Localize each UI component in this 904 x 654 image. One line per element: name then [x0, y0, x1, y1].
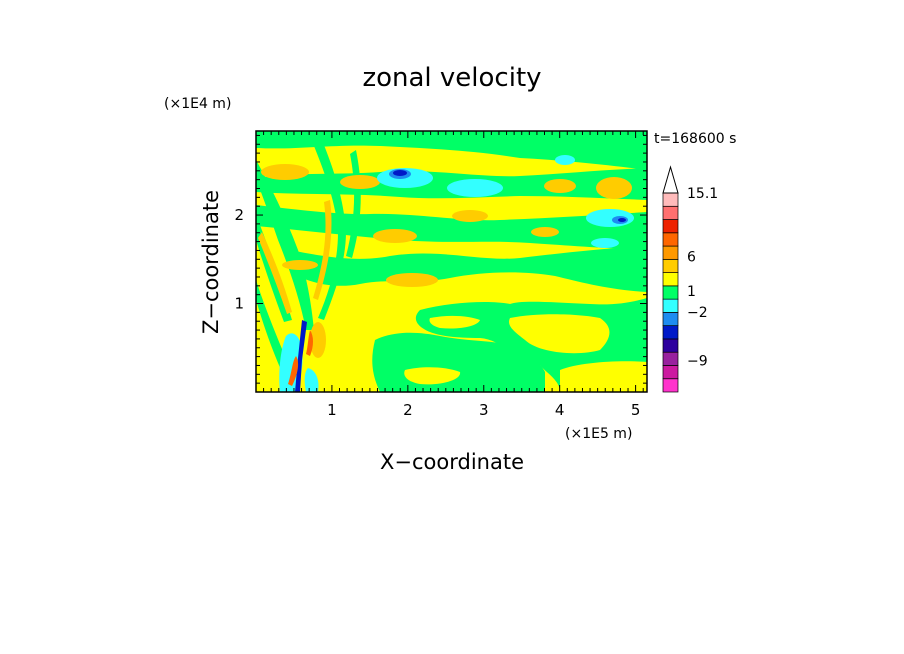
colorbar-level: [662, 338, 679, 353]
contour-orange-wedge-1: [258, 232, 292, 314]
colorbar-level: [662, 192, 679, 207]
y-axis-label: Z−coordinate: [199, 190, 223, 334]
y-axis-ticks: 12: [234, 134, 647, 384]
colorbar-level: [662, 325, 679, 340]
colorbar-level: [662, 258, 679, 273]
x-tick-label: 2: [403, 401, 413, 419]
x-axis-label: X−coordinate: [380, 450, 524, 474]
colorbar-level: [662, 312, 679, 327]
contour-yellow-island-1: [429, 315, 480, 329]
contour-field: [256, 131, 647, 392]
x-tick-label: 1: [327, 401, 337, 419]
colorbar-level: [662, 378, 679, 393]
contour-orange-blob-5: [452, 210, 488, 222]
contour-blue-blob-4: [618, 218, 626, 222]
y-tick-label: 1: [234, 295, 244, 313]
colorbar-level: [662, 232, 679, 247]
x-axis-ticks: 1 2 3 4 5: [263, 131, 644, 419]
contour-orange-blob-6: [373, 229, 417, 243]
contour-orange-blob-9: [282, 260, 318, 270]
contour-cyan-blob-3: [555, 155, 575, 165]
contour-orange-blob-10: [310, 322, 326, 358]
contour-green-wedge-4: [314, 140, 346, 320]
contour-orange-blob-7: [531, 227, 559, 237]
colorbar-max-arrow: [662, 165, 679, 194]
colorbar-label: 1: [687, 284, 696, 300]
x-tick-label: 5: [631, 401, 641, 419]
colorbar-level: [662, 219, 679, 234]
contour-cyan-column-2: [304, 368, 319, 392]
colorbar-label: 15.1: [687, 186, 718, 202]
contour-orange-blob-4: [596, 177, 632, 199]
colorbar-level: [662, 272, 679, 287]
time-label: t=168600 s: [654, 131, 736, 147]
contour-orange-wedge-2: [313, 200, 332, 300]
contour-yellow-island-4: [560, 361, 647, 392]
contour-cyan-blob-2: [447, 179, 503, 197]
contour-green-wedge-3: [256, 280, 290, 372]
contour-orange-blob-1: [261, 164, 309, 180]
x-tick-label: 4: [555, 401, 565, 419]
colorbar-label: −9: [687, 354, 708, 370]
contour-yellow-island-2: [509, 314, 610, 354]
contour-orange-blob-3: [544, 179, 576, 193]
x-tick-label: 3: [479, 401, 489, 419]
contour-blue-blob-2: [393, 170, 407, 176]
chart-title: zonal velocity: [362, 63, 541, 93]
colorbar-label: −2: [687, 305, 708, 321]
colorbar-level: [662, 351, 679, 366]
contour-green-band-3: [290, 246, 647, 292]
contour-orange-blob-2: [340, 175, 380, 189]
contour-red-streak-1: [288, 356, 299, 386]
colorbar-level: [662, 285, 679, 300]
colorbar: 15.1 6 1 −2 −9: [662, 165, 718, 393]
contour-green-wedge-1: [256, 160, 314, 330]
colorbar-level: [662, 205, 679, 220]
colorbar-level: [662, 298, 679, 313]
contour-cyan-blob-5: [591, 238, 619, 248]
contour-green-top: [256, 131, 647, 170]
contour-blue-column: [295, 320, 307, 392]
colorbar-level: [662, 365, 679, 380]
plot-frame: [255, 130, 648, 393]
y-tick-label: 2: [234, 206, 244, 224]
contour-yellow-island-3: [404, 367, 461, 385]
colorbar-label: 6: [687, 249, 696, 265]
contour-red-streak-2: [306, 330, 313, 356]
y-unit-label: (×1E4 m): [164, 96, 231, 112]
x-unit-label: (×1E5 m): [565, 426, 632, 442]
contour-orange-blob-8: [386, 273, 438, 287]
colorbar-level: [662, 245, 679, 260]
